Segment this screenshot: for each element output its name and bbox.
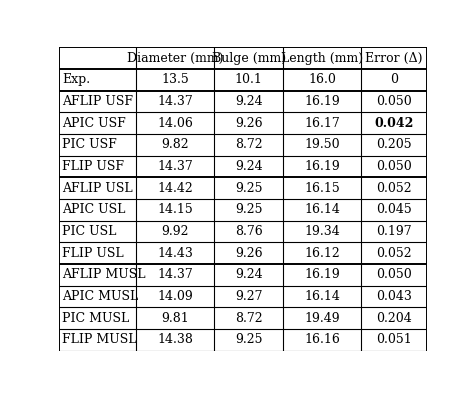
Text: 9.24: 9.24 xyxy=(235,160,263,173)
Text: 16.0: 16.0 xyxy=(308,73,336,86)
Text: FLIP MUSL: FLIP MUSL xyxy=(62,333,137,346)
Text: AFLIP USL: AFLIP USL xyxy=(62,182,133,195)
Text: 8.72: 8.72 xyxy=(235,312,263,325)
Text: Length (mm): Length (mm) xyxy=(281,52,363,65)
Text: 9.26: 9.26 xyxy=(235,117,263,130)
Text: FLIP USL: FLIP USL xyxy=(62,247,124,260)
Text: PIC USL: PIC USL xyxy=(62,225,117,238)
Text: 19.50: 19.50 xyxy=(304,138,340,151)
Text: Error (Δ): Error (Δ) xyxy=(365,52,422,65)
Text: 19.49: 19.49 xyxy=(304,312,340,325)
Text: 0.052: 0.052 xyxy=(376,182,411,195)
Text: 16.12: 16.12 xyxy=(304,247,340,260)
Text: 16.17: 16.17 xyxy=(304,117,340,130)
Text: 9.26: 9.26 xyxy=(235,247,263,260)
Text: AFLIP MUSL: AFLIP MUSL xyxy=(62,268,146,281)
Text: 8.72: 8.72 xyxy=(235,138,263,151)
Text: 0.043: 0.043 xyxy=(376,290,411,303)
Text: AFLIP USF: AFLIP USF xyxy=(62,95,133,108)
Text: Diameter (mm): Diameter (mm) xyxy=(127,52,223,65)
Text: 0.045: 0.045 xyxy=(376,203,411,216)
Text: 13.5: 13.5 xyxy=(161,73,189,86)
Text: 14.38: 14.38 xyxy=(157,333,193,346)
Text: Exp.: Exp. xyxy=(62,73,91,86)
Text: 10.1: 10.1 xyxy=(235,73,263,86)
Text: 14.09: 14.09 xyxy=(157,290,193,303)
Text: 9.25: 9.25 xyxy=(235,182,262,195)
Text: APIC USF: APIC USF xyxy=(62,117,126,130)
Text: 9.82: 9.82 xyxy=(161,138,189,151)
Text: 14.42: 14.42 xyxy=(157,182,193,195)
Text: 0.204: 0.204 xyxy=(376,312,411,325)
Text: PIC MUSL: PIC MUSL xyxy=(62,312,129,325)
Text: 16.19: 16.19 xyxy=(304,160,340,173)
Text: 0.050: 0.050 xyxy=(376,95,411,108)
Text: 16.19: 16.19 xyxy=(304,95,340,108)
Text: 9.24: 9.24 xyxy=(235,268,263,281)
Text: 8.76: 8.76 xyxy=(235,225,263,238)
Text: 0.205: 0.205 xyxy=(376,138,411,151)
Text: APIC USL: APIC USL xyxy=(62,203,126,216)
Text: 14.15: 14.15 xyxy=(157,203,193,216)
Text: 14.37: 14.37 xyxy=(157,160,193,173)
Text: 0.050: 0.050 xyxy=(376,160,411,173)
Text: 14.37: 14.37 xyxy=(157,95,193,108)
Text: 14.43: 14.43 xyxy=(157,247,193,260)
Text: 9.27: 9.27 xyxy=(235,290,262,303)
Text: 14.06: 14.06 xyxy=(157,117,193,130)
Text: 19.34: 19.34 xyxy=(304,225,340,238)
Text: 0.197: 0.197 xyxy=(376,225,411,238)
Text: 0.052: 0.052 xyxy=(376,247,411,260)
Text: 16.15: 16.15 xyxy=(304,182,340,195)
Text: FLIP USF: FLIP USF xyxy=(62,160,124,173)
Text: 0: 0 xyxy=(390,73,398,86)
Text: APIC MUSL: APIC MUSL xyxy=(62,290,138,303)
Text: 9.24: 9.24 xyxy=(235,95,263,108)
Text: 16.16: 16.16 xyxy=(304,333,340,346)
Text: 16.14: 16.14 xyxy=(304,290,340,303)
Text: Bulge (mm): Bulge (mm) xyxy=(211,52,286,65)
Text: 9.25: 9.25 xyxy=(235,203,262,216)
Text: 9.81: 9.81 xyxy=(161,312,189,325)
Text: 14.37: 14.37 xyxy=(157,268,193,281)
Text: 16.19: 16.19 xyxy=(304,268,340,281)
Text: 9.92: 9.92 xyxy=(161,225,189,238)
Text: 9.25: 9.25 xyxy=(235,333,262,346)
Text: 0.051: 0.051 xyxy=(376,333,411,346)
Text: 0.050: 0.050 xyxy=(376,268,411,281)
Text: 16.14: 16.14 xyxy=(304,203,340,216)
Text: PIC USF: PIC USF xyxy=(62,138,117,151)
Text: 0.042: 0.042 xyxy=(374,117,413,130)
